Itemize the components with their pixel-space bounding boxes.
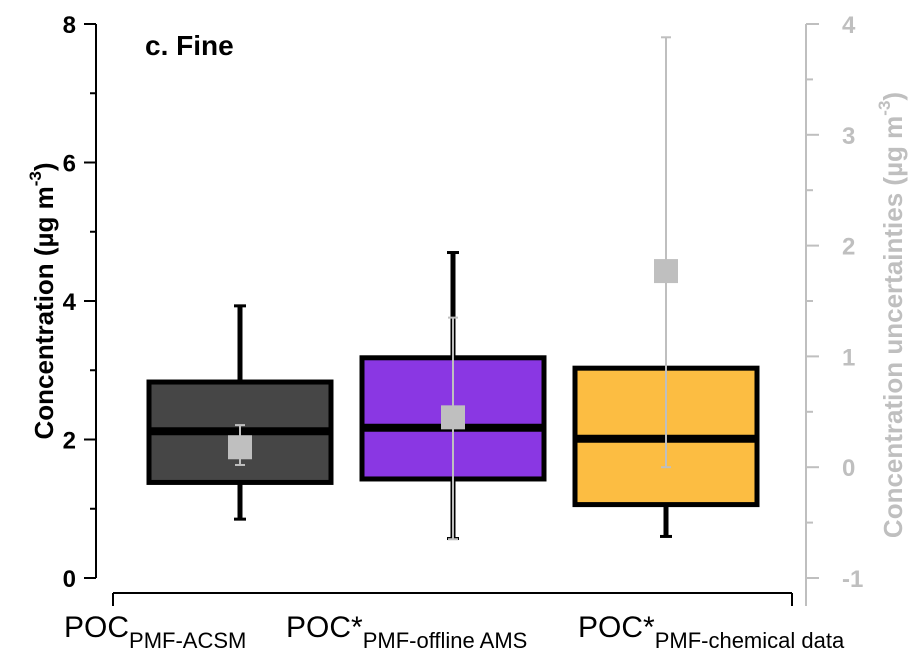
right-y-axis-title-main: Concentration uncertainties (µg m	[878, 116, 908, 538]
uncertainty-markers	[228, 36, 678, 541]
box-1	[146, 304, 334, 521]
left-y-tick-label: 2	[63, 428, 76, 455]
x-category-sub: PMF-offline AMS	[363, 628, 528, 653]
right-y-tick-label: 0	[842, 455, 855, 482]
x-category-label-2: POC*PMF-offline AMS	[286, 611, 527, 653]
x-category-main: POC*	[286, 611, 363, 644]
panel-label: c. Fine	[145, 30, 234, 61]
uncertainty-2	[441, 316, 465, 541]
left-y-tick-label: 4	[63, 289, 77, 316]
left-y-axis-title-close: )	[29, 162, 59, 171]
x-category-label-3: POC*PMF-chemical data	[578, 611, 845, 653]
right-y-tick-label: -1	[842, 566, 863, 593]
uncertainty-3	[654, 36, 678, 469]
uncertainty-marker	[441, 405, 465, 430]
right-y-axis-title-close: )	[878, 92, 908, 101]
right-y-tick-label: 2	[842, 234, 855, 261]
right-y-axis-title-sup: -3	[875, 101, 894, 116]
uncertainty-marker	[654, 259, 678, 284]
x-category-sub: PMF-ACSM	[129, 628, 246, 653]
right-y-tick-label: 3	[842, 123, 855, 150]
left-y-tick-label: 8	[63, 12, 76, 39]
x-category-main: POC*	[578, 611, 655, 644]
left-y-axis-title-sup: -3	[26, 171, 45, 186]
left-y-axis-title: Concentration (µg m-3)	[26, 162, 59, 439]
left-y-tick-label: 6	[63, 151, 76, 178]
x-category-sub: PMF-chemical data	[655, 628, 845, 653]
left-y-axis-title-main: Concentration (µg m	[29, 186, 59, 439]
x-category-main: POC	[64, 611, 129, 644]
right-y-axis-title: Concentration uncertainties (µg m-3)	[875, 92, 908, 538]
x-category-label-1: POCPMF-ACSM	[64, 611, 246, 653]
right-y-tick-label: 4	[842, 12, 856, 39]
axes	[84, 23, 819, 606]
right-y-tick-label: 1	[842, 344, 855, 371]
uncertainty-marker	[228, 435, 252, 460]
uncertainty-1	[228, 424, 252, 466]
left-y-tick-label: 0	[63, 566, 76, 593]
